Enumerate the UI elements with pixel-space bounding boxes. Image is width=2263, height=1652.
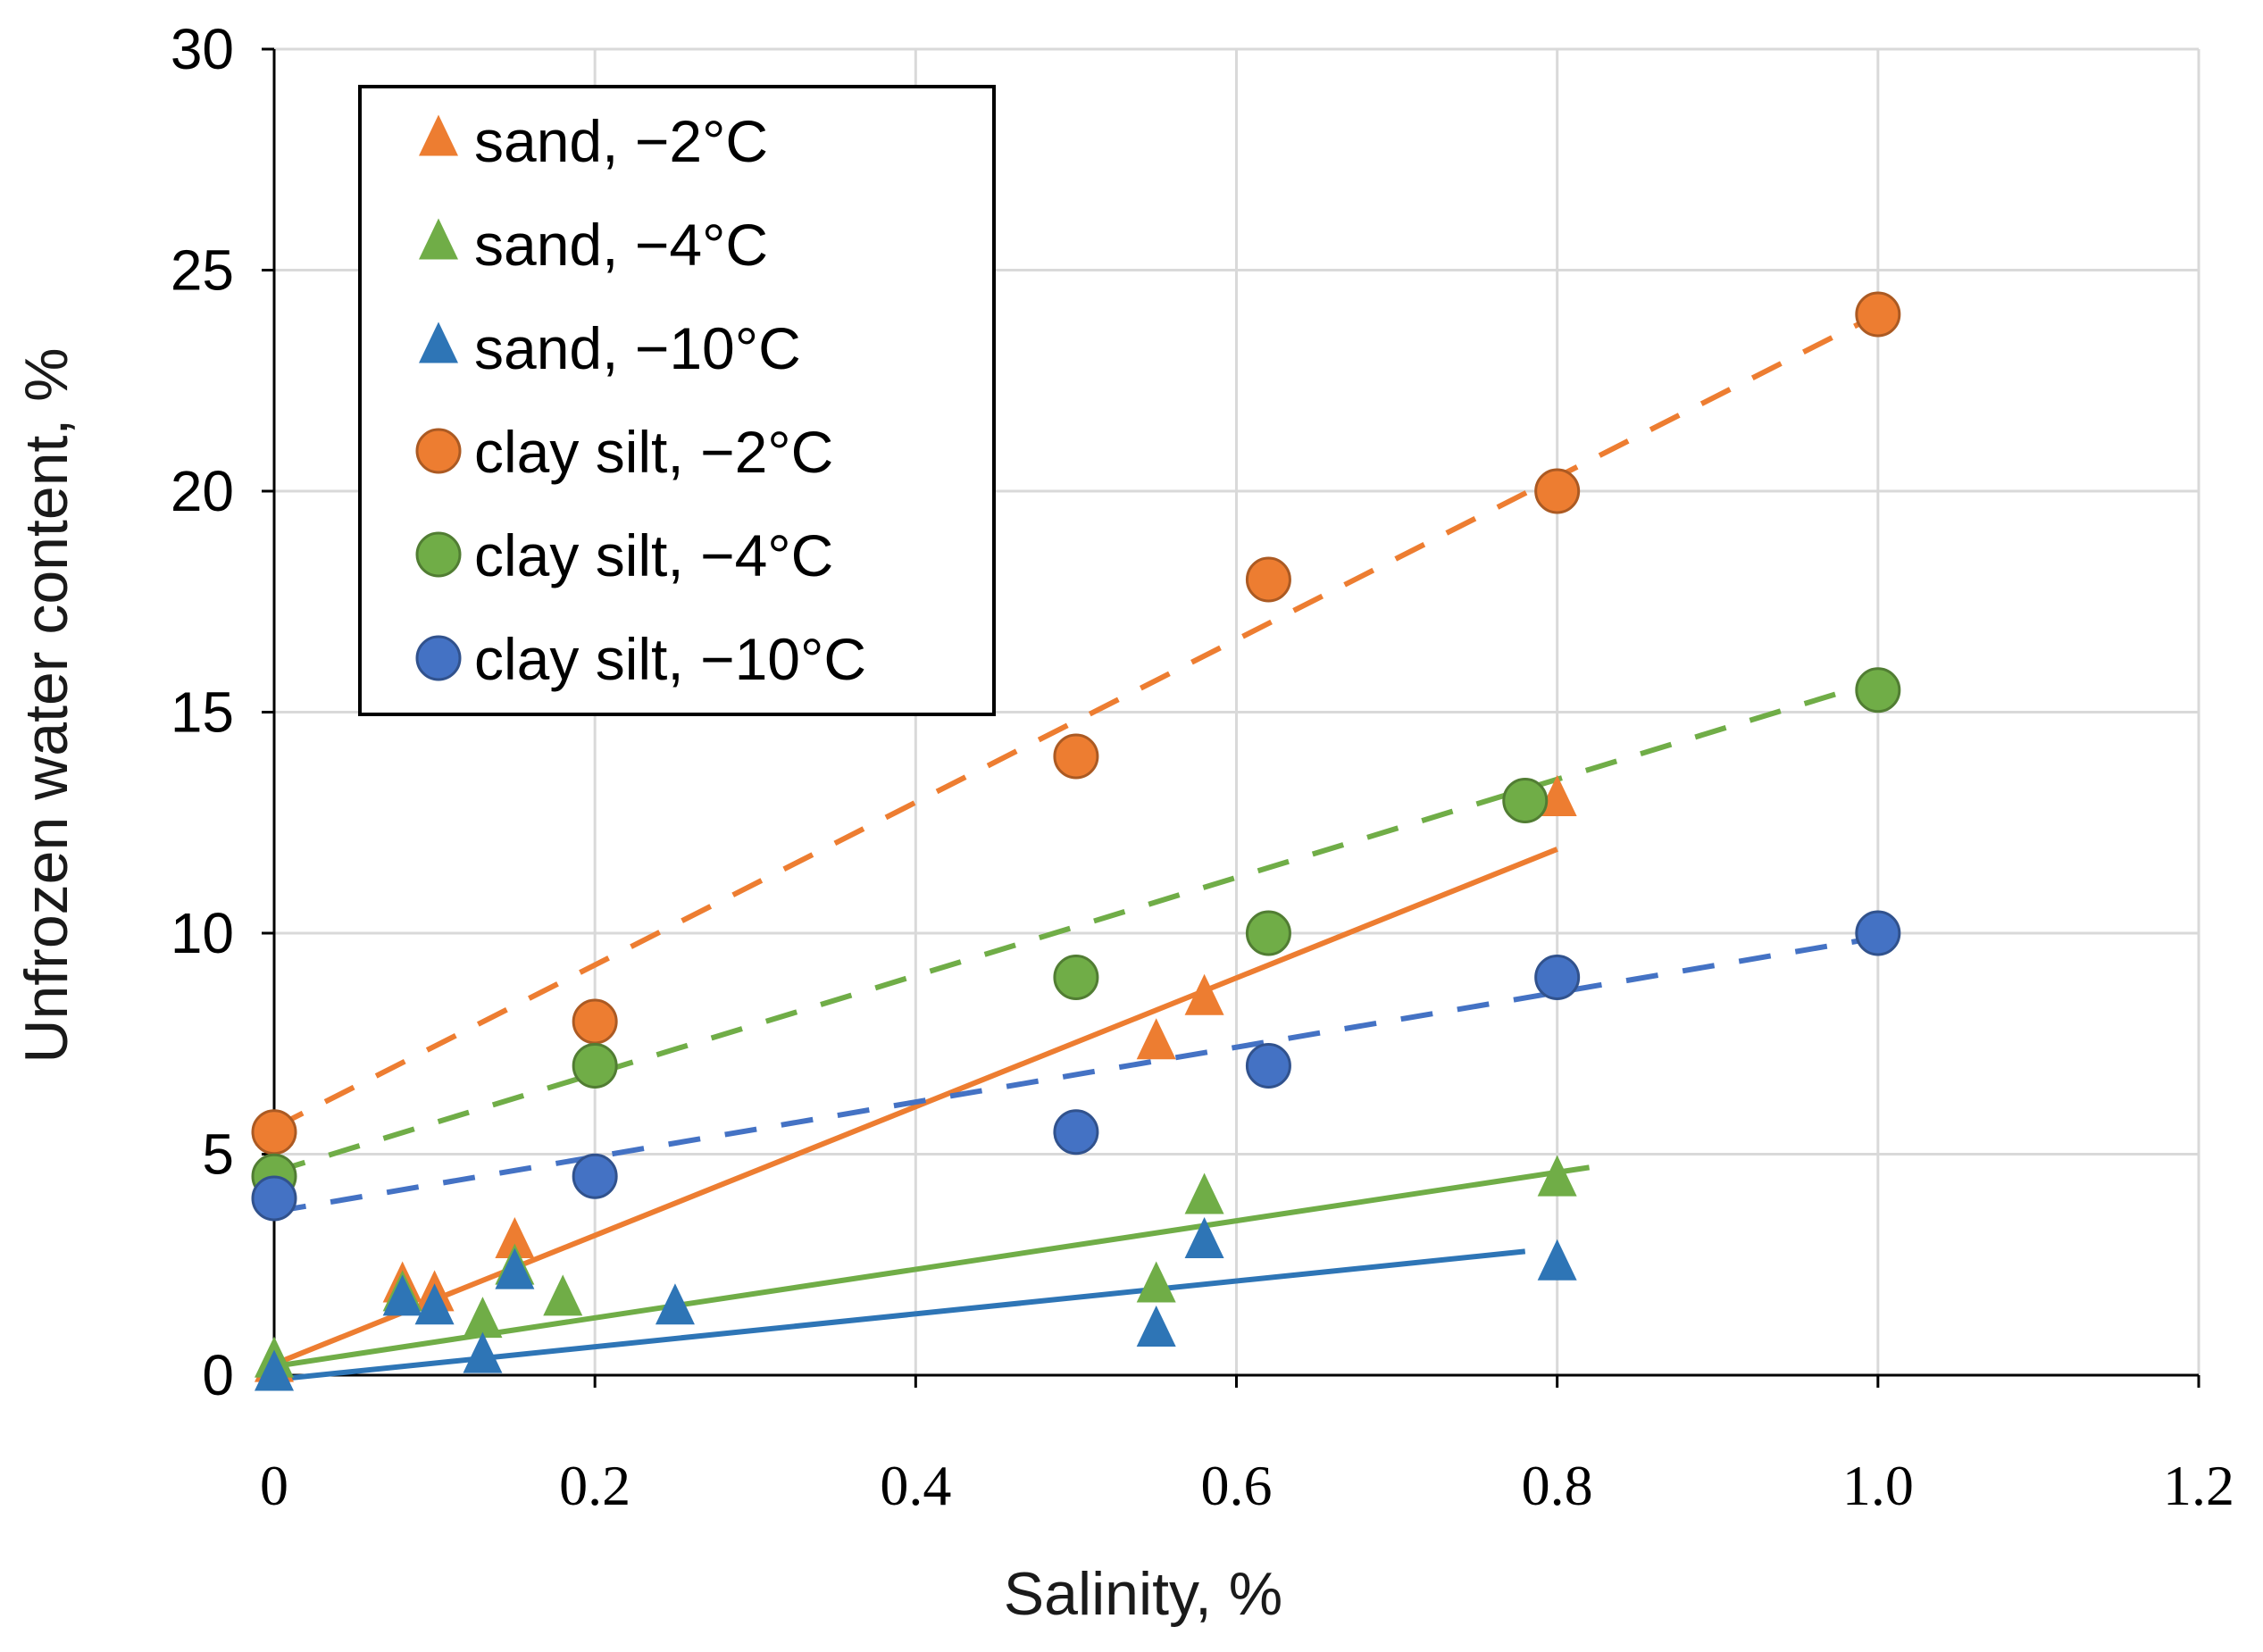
x-tick-label: 0.4 (880, 1454, 951, 1517)
triangle-point (1184, 1172, 1224, 1214)
triangle-point (414, 1283, 455, 1325)
y-tick-label: 20 (171, 459, 234, 523)
legend-circle-marker (415, 635, 462, 681)
data-points (251, 291, 1901, 1391)
circle-point (1534, 955, 1581, 1000)
legend-label: sand, −4°C (474, 212, 768, 278)
triangle-point (463, 1331, 503, 1373)
triangle-point (382, 1274, 422, 1316)
y-axis-title: Unfrozen water content, % (13, 347, 80, 1063)
circle-point (1534, 468, 1581, 514)
trend-line (273, 934, 1879, 1214)
x-tick-label: 0.2 (559, 1454, 630, 1517)
triangle-point (1184, 973, 1224, 1015)
triangle-point (1136, 1261, 1176, 1303)
circle-point (1053, 1109, 1099, 1156)
y-tick-label: 15 (171, 680, 234, 745)
triangle-point (495, 1216, 535, 1258)
y-tick-label: 30 (171, 17, 234, 81)
legend-label: clay silt, −10°C (474, 626, 866, 692)
circle-point (1855, 667, 1901, 713)
legend-label: clay silt, −4°C (474, 522, 833, 588)
triangle-point (1184, 1216, 1224, 1258)
triangle-point (1537, 1155, 1577, 1197)
triangle-point (495, 1247, 535, 1289)
x-tick-label: 1.0 (1842, 1454, 1914, 1517)
circle-point (1053, 733, 1099, 780)
legend-label: clay silt, −2°C (474, 419, 833, 485)
x-tick-label: 1.2 (2163, 1454, 2234, 1517)
circle-point (251, 1175, 297, 1222)
circle-point (251, 1109, 297, 1156)
circle-point (1245, 910, 1291, 956)
triangle-point (543, 1274, 583, 1316)
triangle-point (1537, 774, 1577, 816)
legend-triangle-marker (419, 114, 458, 156)
triangle-point (655, 1283, 695, 1325)
x-tick-label: 0 (260, 1454, 288, 1517)
circle-point (572, 1153, 618, 1199)
triangle-point (463, 1297, 503, 1339)
trend-line (272, 847, 1558, 1367)
trend-line (272, 312, 1880, 1131)
legend-triangle-marker (419, 321, 458, 363)
circle-point (1245, 556, 1291, 603)
legend-box (358, 85, 996, 716)
x-axis-title: Salinity, % (1004, 1560, 1282, 1628)
trend-line (273, 678, 1879, 1175)
triangle-point (255, 1349, 294, 1391)
circle-point (572, 998, 618, 1045)
legend-label: sand, −2°C (474, 108, 768, 174)
circle-point (1855, 291, 1901, 338)
circle-point (1245, 1043, 1291, 1089)
y-tick-label: 25 (171, 238, 234, 303)
circle-point (572, 1043, 618, 1089)
triangle-point (1136, 1305, 1176, 1347)
circle-point (1053, 955, 1099, 1000)
legend: sand, −2°C sand, −4°C sand, −10°C clay silt… (358, 85, 996, 716)
triangle-point (1136, 1018, 1176, 1060)
triangle-point (1537, 1239, 1577, 1281)
tick-labels: 0 5 10 15 20 25 30 0 0.2 0.4 0.6 0.8 1.0 1.2 (171, 17, 2234, 1517)
y-tick-label: 5 (202, 1122, 234, 1187)
legend-circle-marker (415, 531, 462, 578)
circle-point (1502, 778, 1549, 823)
legend-label: sand, −10°C (474, 315, 801, 381)
legend-circle-marker (415, 428, 462, 474)
y-tick-label: 10 (171, 901, 234, 965)
circle-point (1855, 910, 1901, 956)
x-tick-label: 0.8 (1522, 1454, 1593, 1517)
legend-triangle-marker (419, 218, 458, 260)
x-tick-label: 0.6 (1201, 1454, 1273, 1517)
y-tick-label: 0 (202, 1343, 234, 1407)
